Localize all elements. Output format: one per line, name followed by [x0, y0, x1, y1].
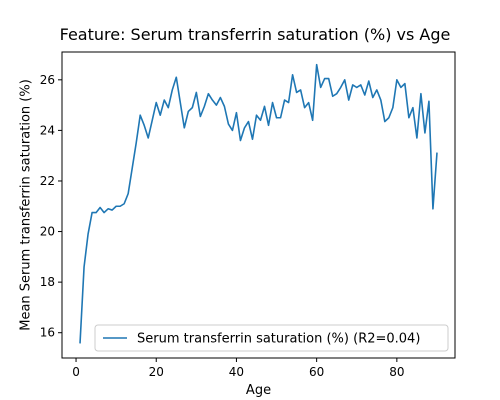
x-axis-label: Age	[246, 383, 271, 398]
y-axis: 16 18 20 22 24 26	[40, 73, 62, 340]
chart-title: Feature: Serum transferrin saturation (%…	[60, 25, 451, 44]
y-tick-label: 22	[40, 174, 55, 188]
y-tick-label: 16	[40, 326, 55, 340]
legend: Serum transferrin saturation (%) (R2=0.0…	[94, 324, 449, 352]
x-tick-label: 60	[309, 365, 324, 379]
legend-label: Serum transferrin saturation (%) (R2=0.0…	[137, 332, 420, 347]
y-tick-label: 24	[40, 123, 55, 137]
x-tick-label: 80	[389, 365, 404, 379]
x-tick-label: 20	[149, 365, 164, 379]
x-tick-label: 40	[229, 365, 244, 379]
y-axis-label: Mean Serum transferrin saturation (%)	[19, 79, 34, 331]
x-axis: 0 20 40 60 80	[72, 358, 404, 379]
series-layer	[79, 63, 438, 344]
y-tick-label: 20	[40, 225, 55, 239]
y-tick-label: 18	[40, 275, 55, 289]
x-tick-label: 0	[72, 365, 80, 379]
series-line	[79, 63, 438, 344]
plot-area-frame	[61, 51, 456, 359]
legend-box	[94, 324, 449, 352]
y-tick-label: 26	[40, 73, 55, 87]
